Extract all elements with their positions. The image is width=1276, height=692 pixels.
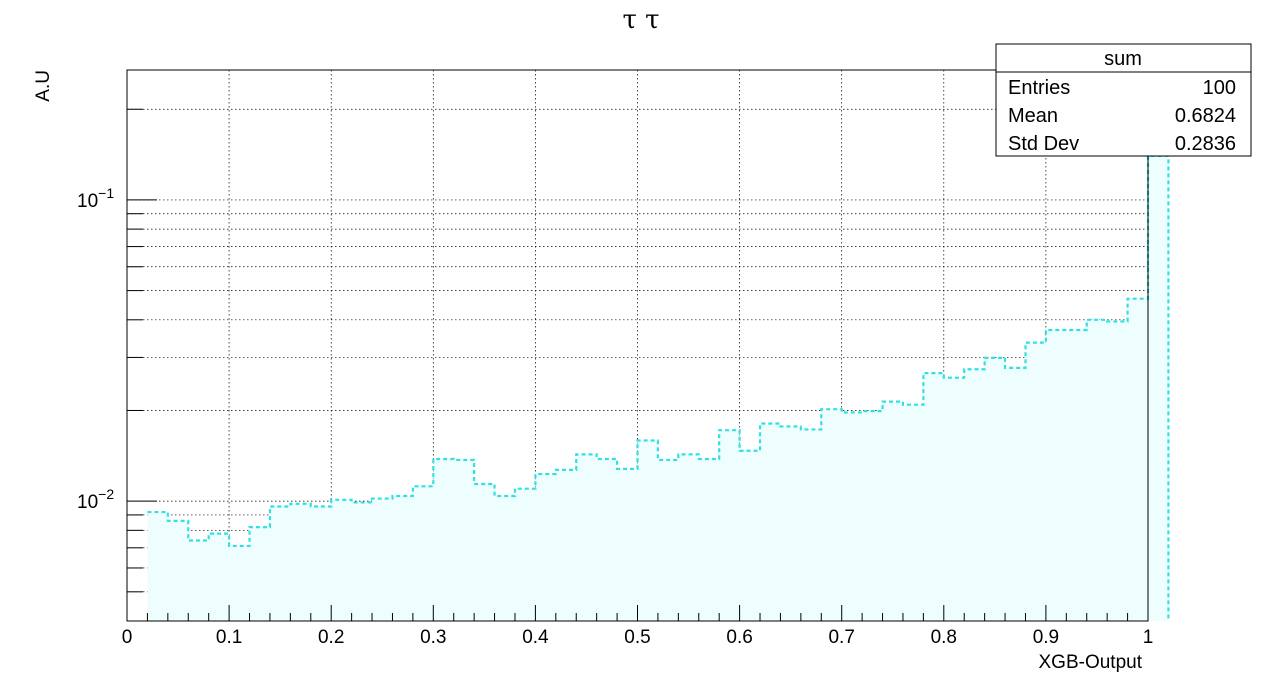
x-tick-label: 0.5 [624,627,650,648]
stats-mean-value: 0.6824 [1175,105,1236,127]
axis-ticks [126,108,1149,622]
x-tick-label: 0.7 [828,627,854,648]
y-axis-title: A.U [33,70,54,102]
x-tick-label: 0.8 [931,627,957,648]
y-tick-labels: 10−2 10−1 [77,185,114,513]
histogram-fill [147,155,1169,621]
y-tick-label: 10−2 [77,486,114,513]
x-tick-label: 0.3 [420,627,446,648]
stats-stddev-value: 0.2836 [1175,133,1236,155]
stats-box: sum Entries 100 Mean 0.6824 Std Dev 0.28… [995,43,1252,157]
x-tick-label: 0.2 [318,627,344,648]
stats-box-title: sum [1104,48,1142,70]
stats-entries-value: 100 [1203,77,1236,99]
x-tick-label: 0 [122,627,133,648]
x-tick-label: 0.9 [1033,627,1059,648]
x-tick-label: 0.6 [726,627,752,648]
stats-stddev-label: Std Dev [1008,133,1079,155]
x-tick-label: 0.1 [216,627,242,648]
x-tick-label: 0.4 [522,627,549,648]
chart-title: τ τ [622,5,659,35]
x-tick-label: 1 [1143,627,1154,648]
histogram-line [147,154,1170,621]
y-tick-label: 10−1 [77,185,114,212]
x-tick-labels: 0 0.1 0.2 0.3 0.4 0.5 0.6 0.7 0.8 0.9 1 [122,627,1154,648]
stats-entries-label: Entries [1008,77,1070,99]
stats-mean-label: Mean [1008,105,1058,127]
stats-box-border [995,43,1252,157]
x-axis-title: XGB-Output [1039,652,1143,673]
